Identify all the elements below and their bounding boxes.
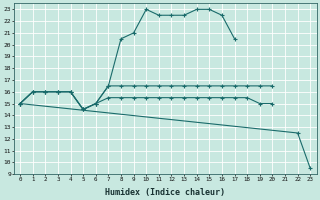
X-axis label: Humidex (Indice chaleur): Humidex (Indice chaleur) xyxy=(105,188,225,197)
